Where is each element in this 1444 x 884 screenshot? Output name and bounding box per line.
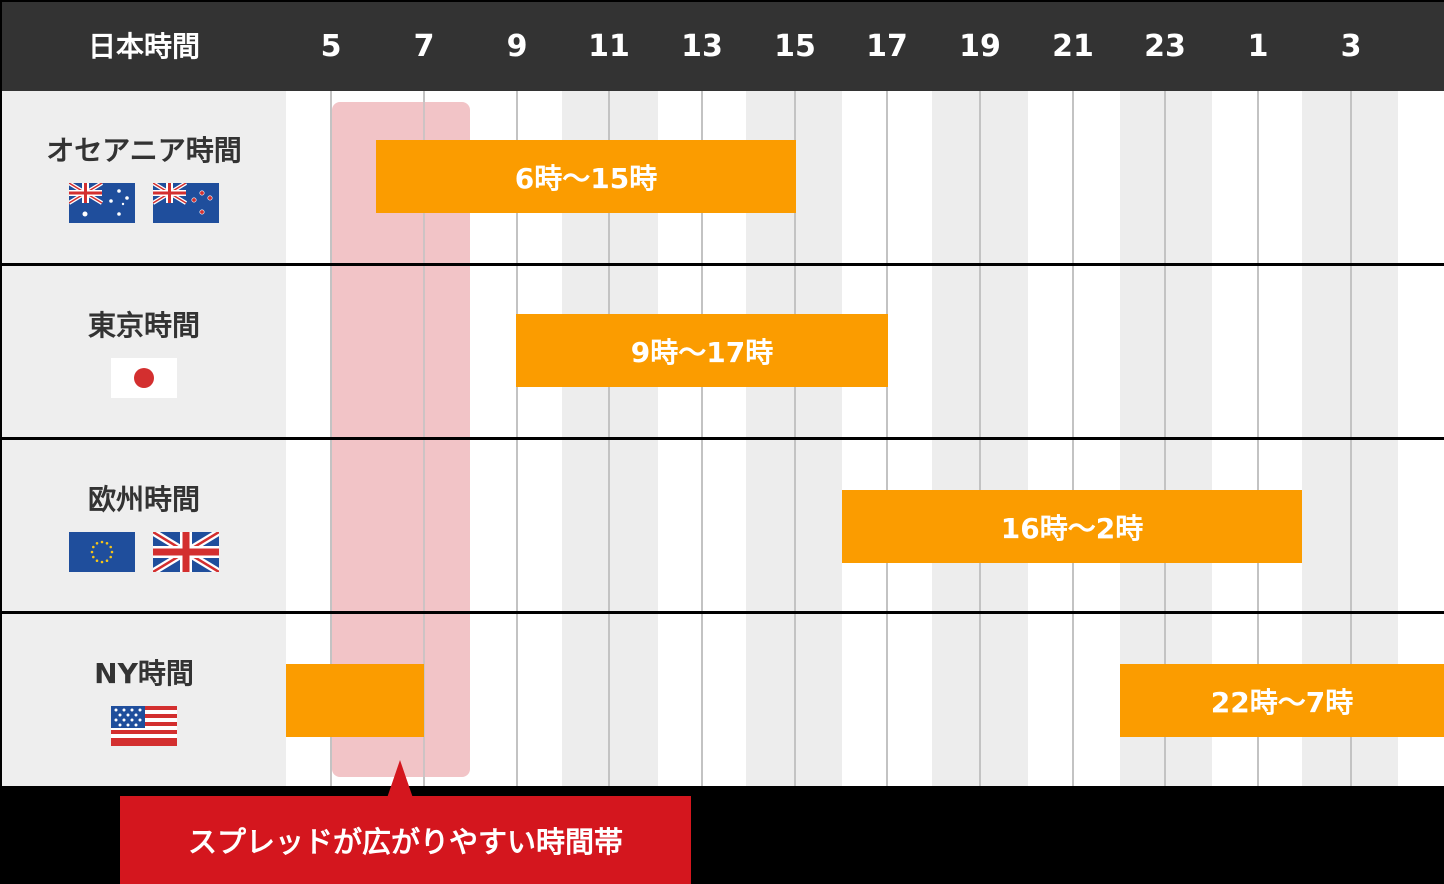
- flag-group-tokyo: [2, 358, 286, 398]
- eu-flag-icon: [69, 532, 135, 572]
- tick-label: 19: [959, 29, 1001, 64]
- australia-flag-icon: [69, 183, 135, 223]
- row-divider: [2, 263, 1444, 266]
- tick-label: 15: [774, 29, 816, 64]
- tick-label: 1: [1247, 29, 1269, 64]
- row-divider: [2, 611, 1444, 614]
- tick-label: 21: [1052, 29, 1094, 64]
- time-axis-header: 日本時間 5 7 9 11 13 15 17 19 21 23 1 3: [2, 2, 1444, 91]
- flag-group-oceania: [2, 183, 286, 223]
- tick-label: 3: [1340, 29, 1362, 64]
- japan-flag-icon: [111, 358, 177, 398]
- session-bar-newyork: 22時〜7時: [1120, 664, 1444, 737]
- tick-label: 5: [320, 29, 342, 64]
- callout-pointer-icon: [387, 760, 413, 798]
- session-bar-oceania: 6時〜15時: [376, 140, 796, 213]
- tick-label: 13: [681, 29, 723, 64]
- tick-label: 9: [506, 29, 528, 64]
- row-divider: [2, 437, 1444, 440]
- axis-title: 日本時間: [87, 30, 200, 63]
- flag-group-europe: [2, 532, 286, 572]
- tick-label: 23: [1144, 29, 1186, 64]
- row-label-europe: 欧州時間: [87, 483, 200, 516]
- flag-group-newyork: [2, 706, 286, 746]
- chart-grid: オセアニア時間: [2, 91, 1444, 786]
- tick-label: 7: [413, 29, 435, 64]
- row-label-tokyo: 東京時間: [87, 309, 200, 342]
- uk-flag-icon: [153, 532, 219, 572]
- tick-label: 11: [588, 29, 630, 64]
- session-bar-newyork-morning: [286, 664, 424, 737]
- spread-callout: スプレッドが広がりやすい時間帯: [120, 796, 691, 884]
- session-bar-tokyo: 9時〜17時: [516, 314, 888, 387]
- new-zealand-flag-icon: [153, 183, 219, 223]
- tick-label: 17: [866, 29, 908, 64]
- session-bar-europe: 16時〜2時: [842, 490, 1302, 563]
- usa-flag-icon: [111, 706, 177, 746]
- row-label-oceania: オセアニア時間: [46, 134, 242, 167]
- row-label-newyork: NY時間: [94, 657, 194, 690]
